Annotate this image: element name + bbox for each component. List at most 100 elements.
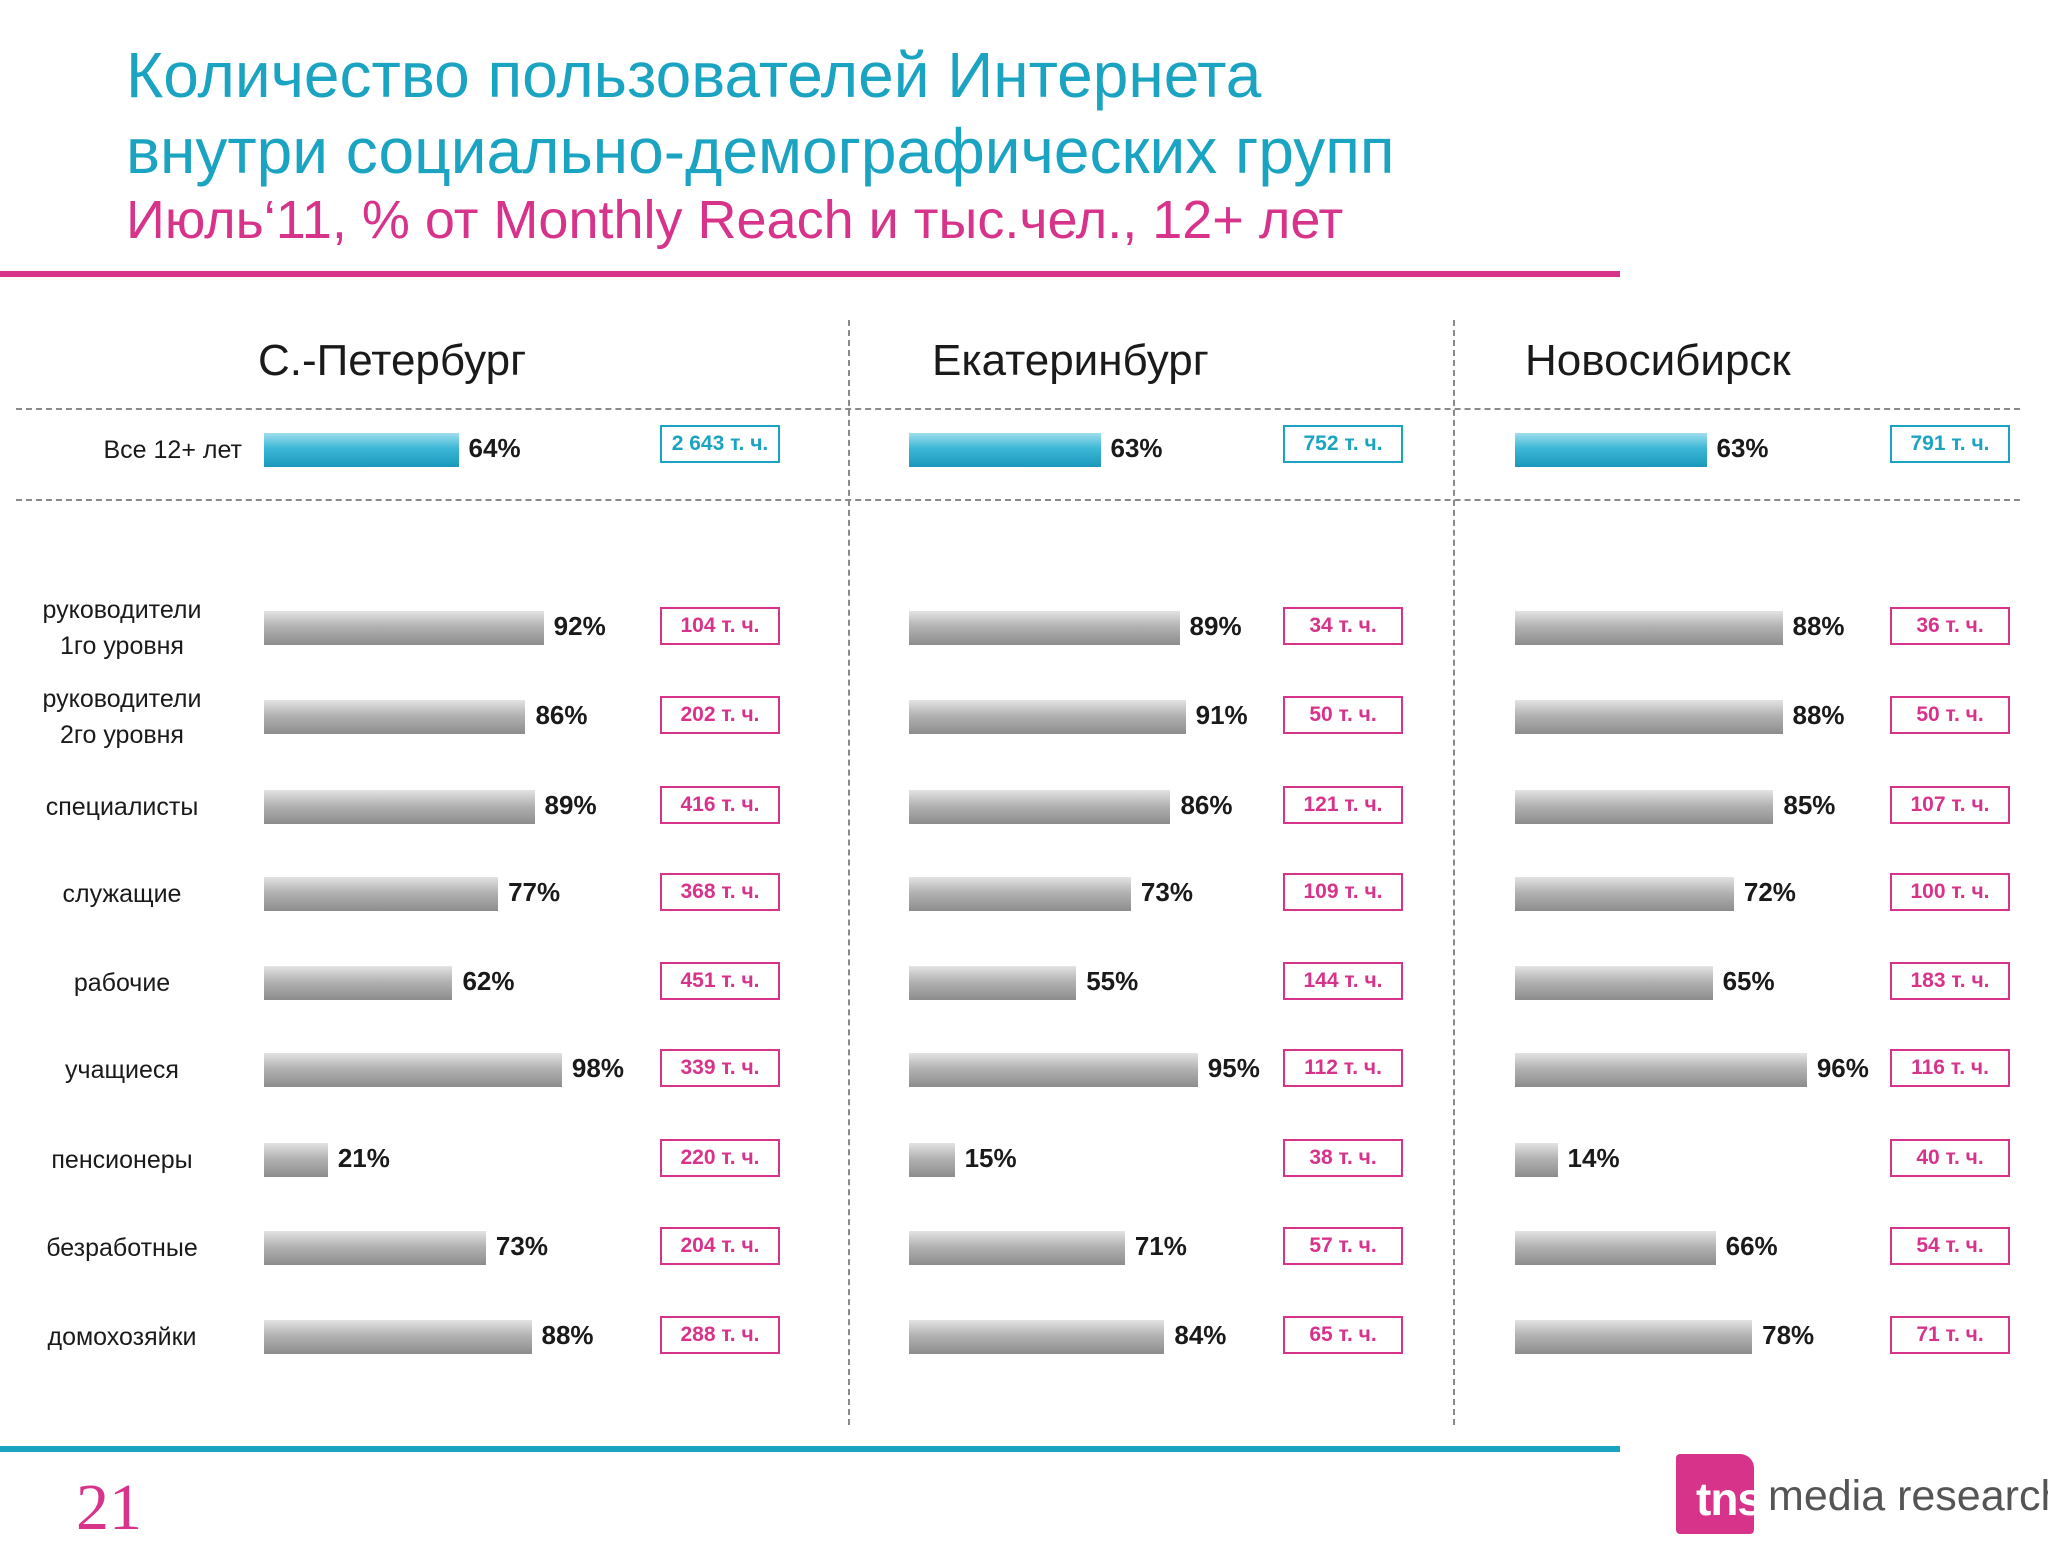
row-label-total: Все 12+ лет bbox=[103, 436, 243, 464]
count-box: 104 т. ч. bbox=[660, 607, 780, 645]
row-label: специалисты bbox=[2, 789, 242, 825]
row-label: рабочие bbox=[2, 965, 242, 1001]
count-box: 416 т. ч. bbox=[660, 786, 780, 824]
count-box: 204 т. ч. bbox=[660, 1227, 780, 1265]
header-rule bbox=[0, 271, 1620, 277]
bar-value-label: 14% bbox=[1567, 1143, 1620, 1173]
divider-under-total bbox=[16, 499, 2020, 501]
logo-text: media research bbox=[1768, 1472, 2048, 1520]
bar-value-label: 65% bbox=[1722, 966, 1775, 996]
count-box: 40 т. ч. bbox=[1890, 1139, 2010, 1177]
bar-value-label: 88% bbox=[541, 1320, 594, 1350]
count-box: 65 т. ч. bbox=[1283, 1316, 1403, 1354]
bar bbox=[264, 966, 453, 1000]
count-box: 220 т. ч. bbox=[660, 1139, 780, 1177]
bar-total bbox=[264, 433, 459, 467]
count-box: 121 т. ч. bbox=[1283, 786, 1403, 824]
page-subtitle: Июль‘11, % от Monthly Reach и тыс.чел., … bbox=[126, 190, 1344, 250]
row-label-line: 2го уровня bbox=[60, 721, 184, 749]
row-label-line: специалисты bbox=[45, 793, 199, 821]
bar bbox=[264, 1143, 328, 1177]
bar-value-label: 86% bbox=[535, 700, 588, 730]
bar-value-label: 96% bbox=[1816, 1053, 1869, 1083]
count-box: 451 т. ч. bbox=[660, 962, 780, 1000]
row-label: руководители 1го уровня bbox=[2, 592, 242, 664]
bar-value-label: 91% bbox=[1195, 700, 1248, 730]
bar bbox=[909, 966, 1077, 1000]
row-label: руководители 2го уровня bbox=[2, 681, 242, 753]
row-label-line: руководители bbox=[42, 685, 202, 713]
count-box: 71 т. ч. bbox=[1890, 1316, 2010, 1354]
bar-value-label: 71% bbox=[1134, 1231, 1187, 1261]
bar-value-label: 64% bbox=[468, 433, 521, 463]
divider-panel-2 bbox=[1453, 320, 1455, 1425]
bar bbox=[1515, 1143, 1558, 1177]
bar-value-label: 98% bbox=[571, 1053, 624, 1083]
bar bbox=[1515, 1053, 1807, 1087]
count-box: 57 т. ч. bbox=[1283, 1227, 1403, 1265]
bar bbox=[264, 1320, 532, 1354]
bar-value-label: 77% bbox=[508, 877, 561, 907]
bar bbox=[264, 790, 535, 824]
row-label: служащие bbox=[2, 876, 242, 912]
count-box: 54 т. ч. bbox=[1890, 1227, 2010, 1265]
count-box: 109 т. ч. bbox=[1283, 873, 1403, 911]
bar bbox=[909, 790, 1171, 824]
bar bbox=[264, 1231, 486, 1265]
city-header: Новосибирск bbox=[1525, 336, 1791, 385]
count-box: 50 т. ч. bbox=[1283, 696, 1403, 734]
bar-value-label: 73% bbox=[1140, 877, 1193, 907]
row-label: домохозяйки bbox=[2, 1319, 242, 1355]
bar-value-label: 62% bbox=[462, 966, 515, 996]
count-box: 107 т. ч. bbox=[1890, 786, 2010, 824]
count-box: 144 т. ч. bbox=[1283, 962, 1403, 1000]
page-number: 21 bbox=[76, 1471, 142, 1544]
row-label-line: пенсионеры bbox=[51, 1146, 193, 1174]
bar-value-label: 73% bbox=[495, 1231, 548, 1261]
logo-mark: tns bbox=[1676, 1454, 1763, 1534]
bar-value-label: 55% bbox=[1086, 966, 1139, 996]
divider-under-cities bbox=[16, 408, 2020, 410]
logo-mark-text: tns bbox=[1696, 1473, 1763, 1525]
row-label: безработные bbox=[2, 1230, 242, 1266]
row-label-line: учащиеся bbox=[65, 1056, 179, 1084]
bar bbox=[1515, 790, 1774, 824]
bar-value-label: 85% bbox=[1783, 790, 1836, 820]
count-box: 288 т. ч. bbox=[660, 1316, 780, 1354]
row-label: пенсионеры bbox=[2, 1142, 242, 1178]
row-label-line: руководители bbox=[42, 596, 202, 624]
row-label-line: рабочие bbox=[73, 969, 171, 997]
bar bbox=[1515, 700, 1783, 734]
bar-value-label: 89% bbox=[544, 790, 597, 820]
count-box-total: 2 643 т. ч. bbox=[660, 425, 780, 463]
bar bbox=[264, 700, 526, 734]
count-box-total: 791 т. ч. bbox=[1890, 425, 2010, 463]
bar-value-label: 92% bbox=[553, 611, 606, 641]
bar-value-label: 66% bbox=[1725, 1231, 1778, 1261]
bar bbox=[1515, 877, 1734, 911]
count-box: 116 т. ч. bbox=[1890, 1049, 2010, 1087]
count-box-total: 752 т. ч. bbox=[1283, 425, 1403, 463]
bar bbox=[1515, 966, 1713, 1000]
bar bbox=[1515, 611, 1783, 645]
bar-total bbox=[1515, 433, 1707, 467]
bar bbox=[909, 700, 1186, 734]
bar-value-label: 78% bbox=[1762, 1320, 1815, 1350]
bar-value-label: 88% bbox=[1792, 700, 1845, 730]
count-box: 339 т. ч. bbox=[660, 1049, 780, 1087]
bar bbox=[909, 1320, 1165, 1354]
row-label-line: служащие bbox=[62, 880, 182, 908]
bar-value-label: 95% bbox=[1207, 1053, 1260, 1083]
footer-rule bbox=[0, 1446, 1620, 1452]
count-box: 38 т. ч. bbox=[1283, 1139, 1403, 1177]
count-box: 100 т. ч. bbox=[1890, 873, 2010, 911]
bar bbox=[1515, 1231, 1716, 1265]
bar-value-label: 72% bbox=[1743, 877, 1796, 907]
divider-panel-1 bbox=[848, 320, 850, 1425]
bar bbox=[1515, 1320, 1753, 1354]
bar bbox=[264, 1053, 562, 1087]
bar-value-label: 88% bbox=[1792, 611, 1845, 641]
count-box: 202 т. ч. bbox=[660, 696, 780, 734]
row-label-line: 1го уровня bbox=[60, 632, 184, 660]
bar-value-label: 86% bbox=[1180, 790, 1233, 820]
